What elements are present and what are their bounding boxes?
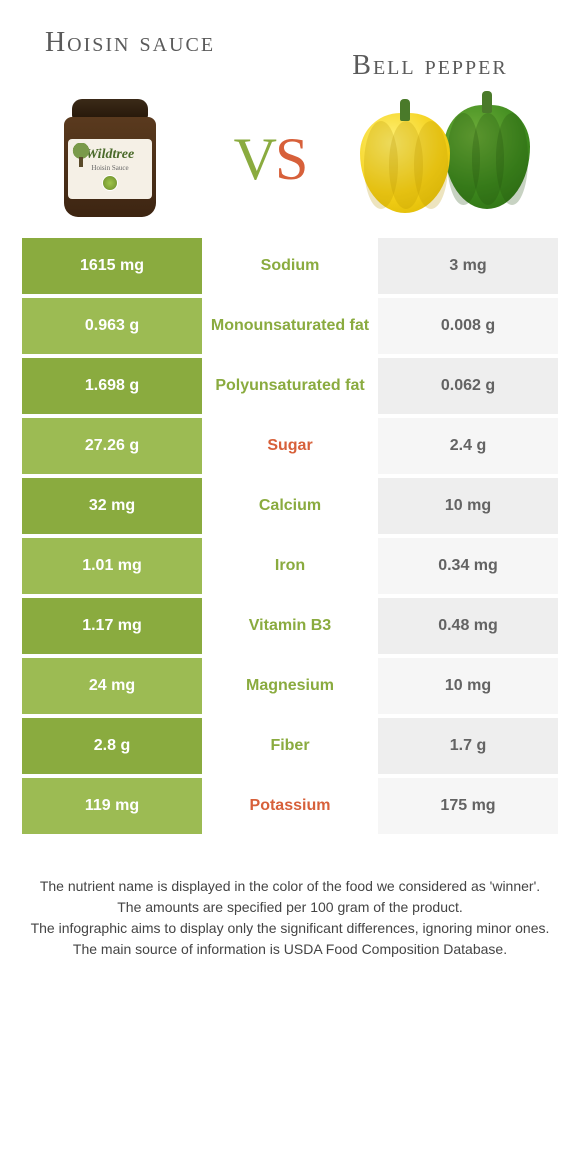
vs-label: VS [234,125,307,194]
table-row: 1.01 mgIron0.34 mg [22,538,558,594]
nutrient-name: Sodium [202,238,378,294]
footer-line: The infographic aims to display only the… [30,918,550,939]
hoisin-image: Wildtree Hoisin Sauce [40,99,180,219]
right-value: 3 mg [378,238,558,294]
nutrient-name: Vitamin B3 [202,598,378,654]
right-value: 10 mg [378,658,558,714]
vs-v: V [234,126,275,192]
jar-sub: Hoisin Sauce [91,164,128,172]
vs-s: S [275,126,306,192]
nutrient-name: Calcium [202,478,378,534]
right-value: 10 mg [378,478,558,534]
left-value: 1.698 g [22,358,202,414]
footer-line: The amounts are specified per 100 gram o… [30,897,550,918]
left-value: 27.26 g [22,418,202,474]
table-row: 0.963 gMonounsaturated fat0.008 g [22,298,558,354]
table-row: 119 mgPotassium175 mg [22,778,558,834]
right-value: 0.48 mg [378,598,558,654]
table-row: 24 mgMagnesium10 mg [22,658,558,714]
header: Hoisin sauce Bell pepper [0,0,580,82]
jar-brand: Wildtree [86,147,134,163]
table-row: 32 mgCalcium10 mg [22,478,558,534]
table-row: 27.26 gSugar2.4 g [22,418,558,474]
right-value: 175 mg [378,778,558,834]
footer-line: The main source of information is USDA F… [30,939,550,960]
left-value: 2.8 g [22,718,202,774]
nutrient-table: 1615 mgSodium3 mg0.963 gMonounsaturated … [22,238,558,834]
left-value: 119 mg [22,778,202,834]
nutrient-name: Monounsaturated fat [202,298,378,354]
title-right: Bell pepper [320,28,540,82]
left-value: 1615 mg [22,238,202,294]
left-value: 0.963 g [22,298,202,354]
table-row: 2.8 gFiber1.7 g [22,718,558,774]
right-value: 0.008 g [378,298,558,354]
table-row: 1615 mgSodium3 mg [22,238,558,294]
right-value: 1.7 g [378,718,558,774]
right-value: 0.34 mg [378,538,558,594]
nutrient-name: Potassium [202,778,378,834]
nutrient-name: Fiber [202,718,378,774]
footer-line: The nutrient name is displayed in the co… [30,876,550,897]
nutrient-name: Magnesium [202,658,378,714]
left-value: 1.17 mg [22,598,202,654]
right-value: 0.062 g [378,358,558,414]
left-value: 24 mg [22,658,202,714]
left-value: 32 mg [22,478,202,534]
right-value: 2.4 g [378,418,558,474]
footer-notes: The nutrient name is displayed in the co… [30,876,550,960]
nutrient-name: Iron [202,538,378,594]
table-row: 1.698 gPolyunsaturated fat0.062 g [22,358,558,414]
left-value: 1.01 mg [22,538,202,594]
table-row: 1.17 mgVitamin B30.48 mg [22,598,558,654]
title-left: Hoisin sauce [40,28,220,59]
pepper-image [360,99,540,219]
nutrient-name: Sugar [202,418,378,474]
nutrient-name: Polyunsaturated fat [202,358,378,414]
image-row: Wildtree Hoisin Sauce VS [0,82,580,232]
